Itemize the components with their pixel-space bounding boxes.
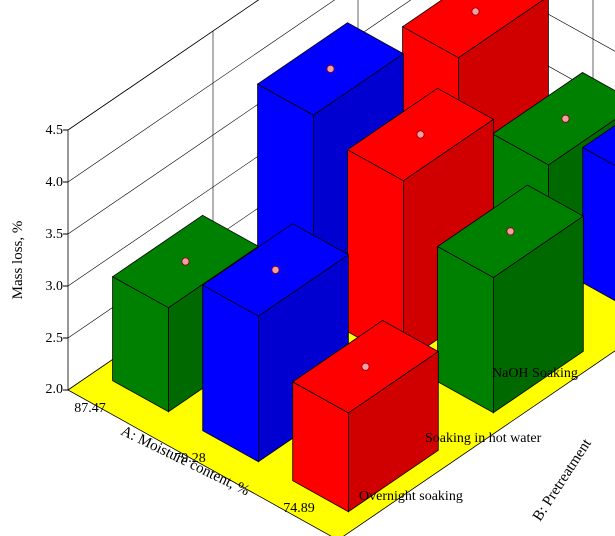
gridline [67,0,615,287]
z-tick-label: 4.0 [46,175,64,190]
y-category-label: Overnight soaking [359,489,463,504]
z-tick-label: 2.0 [46,382,64,397]
chart-bars [111,0,615,513]
z-axis-title: Mass loss, % [10,221,26,300]
y-category-label: Soaking in hot water [425,431,542,446]
z-tick-label: 4.5 [46,123,64,138]
bar-top-face [401,0,544,59]
design-point [471,7,480,16]
design-point [506,227,515,236]
x-category-label: 79.28 [174,451,206,466]
bar-front-face [582,146,615,302]
z-tick-label: 3.5 [46,227,64,242]
gridline [67,0,412,235]
y-axis-title: B: Pretreatment [530,435,595,524]
x-category-label: 74.89 [283,501,315,516]
bar-top-face [491,72,615,166]
y-category-label: NaOH Soaking [492,366,578,381]
design-point [271,265,280,274]
design-point [361,362,370,371]
design-point [181,257,190,266]
gridline [67,0,336,183]
bar-top-face [581,124,615,166]
x-category-label: 87.47 [74,401,106,416]
z-tick-label: 3.0 [46,279,64,294]
design-point [561,114,570,123]
gridline [67,0,259,131]
design-point [326,64,335,73]
z-tick-label: 2.5 [46,331,64,346]
design-point [416,130,425,139]
